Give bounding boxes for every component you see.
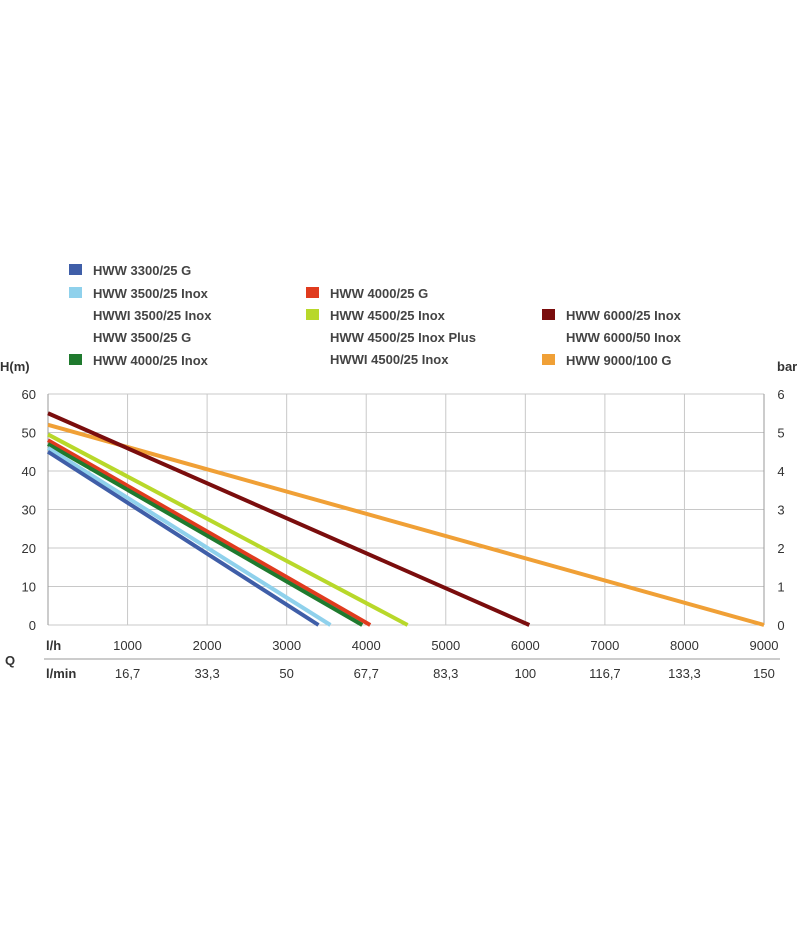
legend-label-3: HWW 4000/25 G: [330, 286, 428, 301]
series-line-4: [47, 432, 409, 627]
y-tick-label: 50: [22, 426, 36, 441]
legend-label-4-extra: HWWI 4500/25 Inox: [330, 352, 449, 367]
series-line-0: [46, 450, 320, 627]
y-right-axis-title: bar: [777, 359, 797, 374]
legend-label-5-extra: HWW 6000/50 Inox: [566, 330, 682, 345]
y-tick-label: 0: [29, 618, 36, 633]
x-unit-lmin: l/min: [46, 666, 76, 681]
x-tick-label-lmin: 133,3: [668, 666, 701, 681]
legend-swatch-2: [69, 354, 82, 365]
series-line-6: [47, 422, 765, 627]
legend-swatch-3: [306, 287, 319, 298]
legend-label-1: HWW 3500/25 Inox: [93, 286, 209, 301]
x-axis-title: Q: [5, 653, 15, 668]
x-tick-label-lmin: 50: [279, 666, 293, 681]
legend-swatch-4: [306, 309, 319, 320]
legend-label-4-extra: HWW 4500/25 Inox Plus: [330, 330, 476, 345]
legend-swatch-5: [542, 309, 555, 320]
x-tick-label-lh: 8000: [670, 638, 699, 653]
legend-swatch-1: [69, 287, 82, 298]
x-tick-label-lh: 6000: [511, 638, 540, 653]
x-tick-label-lh: 2000: [193, 638, 222, 653]
y-axis-title: H(m): [0, 359, 30, 374]
x-tick-label-lmin: 33,3: [194, 666, 219, 681]
y-right-tick-label: 2: [777, 541, 784, 556]
legend-label-1-extra: HWWI 3500/25 Inox: [93, 308, 212, 323]
legend-label-6: HWW 9000/100 G: [566, 353, 672, 368]
x-tick-label-lh: 3000: [272, 638, 301, 653]
y-tick-label: 60: [22, 387, 36, 402]
x-tick-label-lh: 1000: [113, 638, 142, 653]
grid: [47, 393, 765, 626]
y-right-tick-label: 5: [777, 426, 784, 441]
series-line-2: [47, 442, 364, 627]
x-unit-lh: l/h: [46, 638, 61, 653]
y-tick-label: 40: [22, 464, 36, 479]
x-tick-label-lh: 5000: [431, 638, 460, 653]
x-tick-label-lh: 4000: [352, 638, 381, 653]
y-right-tick-label: 4: [777, 464, 784, 479]
x-tick-label-lmin: 116,7: [589, 666, 621, 681]
x-tick-label-lh: 9000: [750, 638, 779, 653]
y-right-tick-label: 1: [777, 580, 784, 595]
x-tick-label-lh: 7000: [590, 638, 619, 653]
series-line-1: [46, 446, 332, 627]
legend-label-1-extra: HWW 3500/25 G: [93, 330, 191, 345]
y-right-tick-label: 3: [777, 503, 784, 518]
y-right-tick-label: 0: [777, 618, 784, 633]
legend-label-0: HWW 3300/25 G: [93, 263, 191, 278]
legend-swatch-0: [69, 264, 82, 275]
x-tick-label-lmin: 16,7: [115, 666, 140, 681]
axes: 0 10 20 30 40 50 60 0 1 2 3 4 5 6 H(m) bar l/h l/min Q 1000…: [0, 359, 797, 681]
series-line-5: [47, 411, 531, 627]
legend-label-5: HWW 6000/25 Inox: [566, 308, 682, 323]
legend-swatch-6: [542, 354, 555, 365]
y-tick-label: 10: [22, 580, 36, 595]
y-tick-label: 30: [22, 503, 36, 518]
y-right-tick-label: 6: [777, 387, 784, 402]
x-tick-label-lmin: 100: [514, 666, 536, 681]
x-tick-label-lmin: 67,7: [354, 666, 379, 681]
x-tick-label-lmin: 150: [753, 666, 775, 681]
legend: HWW 3300/25 G HWW 3500/25 Inox HWWI 3500/2…: [69, 263, 682, 368]
legend-label-2: HWW 4000/25 Inox: [93, 353, 209, 368]
legend-label-4: HWW 4500/25 Inox: [330, 308, 446, 323]
x-tick-label-lmin: 83,3: [433, 666, 458, 681]
series-layer: [46, 411, 765, 627]
y-tick-label: 20: [22, 541, 36, 556]
series-line-3: [47, 438, 372, 627]
